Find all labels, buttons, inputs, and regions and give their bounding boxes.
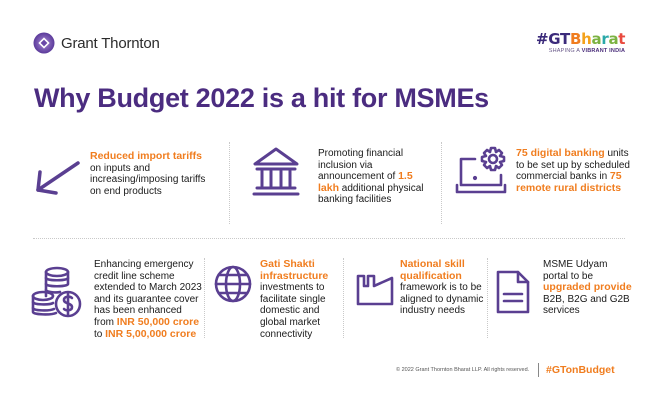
item-text: investments to facilitate single domesti… xyxy=(260,282,326,340)
item-text: framework is to be aligned to dynamic in… xyxy=(400,282,484,317)
item-highlight: 75 digital banking xyxy=(516,147,605,159)
item-text: on inputs and increasing/imposing tariff… xyxy=(90,162,206,197)
divider-vertical xyxy=(487,258,488,338)
item-highlight: 1.5 lakh xyxy=(318,170,413,194)
divider-horizontal xyxy=(33,238,625,239)
item-financial-inclusion: Promoting financial inclusion via announ… xyxy=(318,148,433,206)
brand-char: G xyxy=(548,30,561,48)
item-highlight-2: INR 5,00,000 crore xyxy=(105,327,197,340)
tagline-bold: VIBRANT INDIA xyxy=(581,48,626,54)
coins-dollar-icon xyxy=(31,266,82,318)
item-text: Promoting financial inclusion via announ… xyxy=(318,148,404,183)
item-text-after: additional physical banking facilities xyxy=(318,182,424,206)
item-highlight: Reduced import tariffs xyxy=(90,150,203,162)
item-highlight: upgraded provide xyxy=(543,281,632,294)
grant-thornton-logo-icon xyxy=(33,32,55,54)
document-icon xyxy=(496,270,530,314)
brand-char: # xyxy=(536,30,549,48)
item-digital-banking: 75 digital banking units to be set up by… xyxy=(516,147,631,194)
logo-text: Grant Thornton xyxy=(61,34,160,52)
arrow-down-left-icon xyxy=(36,161,80,195)
divider-vertical xyxy=(204,258,205,338)
item-emergency-credit: Enhancing emergency credit line scheme e… xyxy=(94,259,204,340)
budget-hashtag: #GTonBudget xyxy=(546,364,615,376)
item-text-after: B2B, B2G and G2B services xyxy=(543,293,630,317)
page-title: Why Budget 2022 is a hit for MSMEs xyxy=(34,83,489,113)
gtbharat-hashtag: #GTBharat xyxy=(536,31,625,47)
footer-divider xyxy=(538,363,539,377)
item-text: MSME Udyam portal to be xyxy=(543,259,608,282)
brand-char: a xyxy=(608,30,619,48)
factory-icon xyxy=(356,274,394,306)
brand-char: a xyxy=(591,30,602,48)
tagline-light: SHAPING A xyxy=(548,48,582,54)
divider-vertical xyxy=(343,258,344,338)
item-udyam-portal: MSME Udyam portal to be upgraded provide… xyxy=(543,259,633,317)
item-text-mid: to xyxy=(94,328,106,340)
brand-char: T xyxy=(560,30,570,48)
item-skill-qualification: National skill qualification framework i… xyxy=(400,258,485,317)
brand-char: B xyxy=(569,30,582,48)
item-highlight: Gati Shakti infrastructure xyxy=(260,258,329,282)
item-text: Enhancing emergency credit line scheme e… xyxy=(94,259,202,328)
laptop-gear-icon xyxy=(455,146,507,194)
item-gati-shakti: Gati Shakti infrastructure investments t… xyxy=(260,258,340,340)
item-highlight: INR 50,000 crore xyxy=(116,315,200,328)
item-highlight-2: 75 remote rural districts xyxy=(516,170,622,194)
brand-char: r xyxy=(601,30,609,48)
copyright-text: © 2022 Grant Thornton Bharat LLP. All ri… xyxy=(396,367,530,373)
item-reduced-tariffs: Reduced import tariffs on inputs and inc… xyxy=(90,150,210,197)
divider-vertical xyxy=(441,142,442,224)
bank-building-icon xyxy=(252,147,300,196)
brand-char: t xyxy=(618,30,626,48)
item-highlight: National skill qualification xyxy=(400,258,465,282)
divider-vertical xyxy=(229,142,230,224)
brand-char: h xyxy=(581,30,592,48)
grant-thornton-logo: Grant Thornton xyxy=(33,32,160,54)
gtbharat-tagline: SHAPING A VIBRANT INDIA xyxy=(536,48,625,54)
gtbharat-brand: #GTBharat SHAPING A VIBRANT INDIA xyxy=(536,31,625,54)
globe-icon xyxy=(214,265,252,303)
item-text: units to be set up by scheduled commerci… xyxy=(516,148,630,183)
